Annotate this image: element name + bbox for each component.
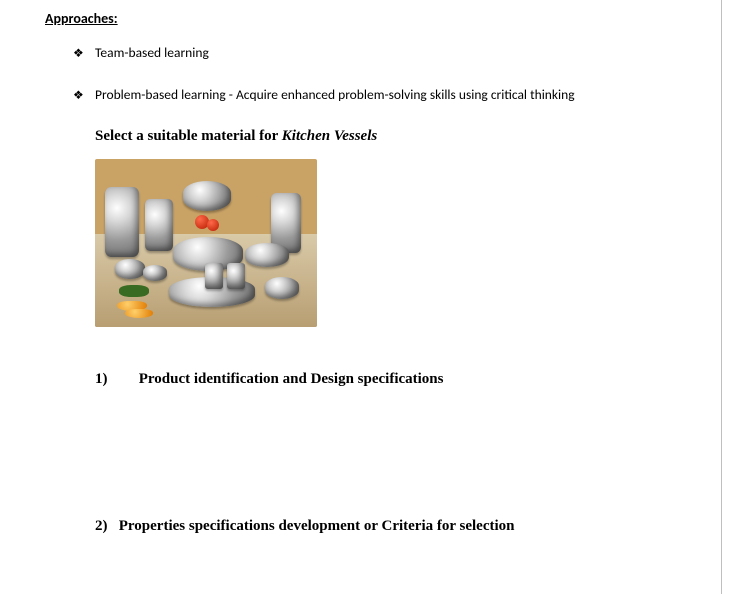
section-heading: Approaches: xyxy=(45,10,700,27)
item-number: 1) xyxy=(95,371,135,388)
prompt-lead: Select a suitable material for xyxy=(95,128,282,144)
kitchen-vessels-image xyxy=(95,159,317,327)
numbered-item-1: 1) Product identification and Design spe… xyxy=(95,371,700,388)
bullet-item: Team-based learning xyxy=(73,43,700,63)
item-text: Properties specifications development or… xyxy=(119,518,515,534)
bullet-list: Team-based learning Problem-based learni… xyxy=(73,43,700,106)
item-text: Product identification and Design specif… xyxy=(139,371,444,387)
bullet-item: Problem-based learning - Acquire enhance… xyxy=(73,85,700,105)
item-number: 2) xyxy=(95,518,115,535)
document-page: Approaches: Team-based learning Problem-… xyxy=(0,0,750,594)
numbered-item-2: 2) Properties specifications development… xyxy=(95,518,700,535)
figure-items xyxy=(95,159,317,327)
prompt-emphasis: Kitchen Vessels xyxy=(282,128,377,144)
exercise-prompt: Select a suitable material for Kitchen V… xyxy=(95,128,700,145)
right-margin-rule xyxy=(721,0,722,594)
